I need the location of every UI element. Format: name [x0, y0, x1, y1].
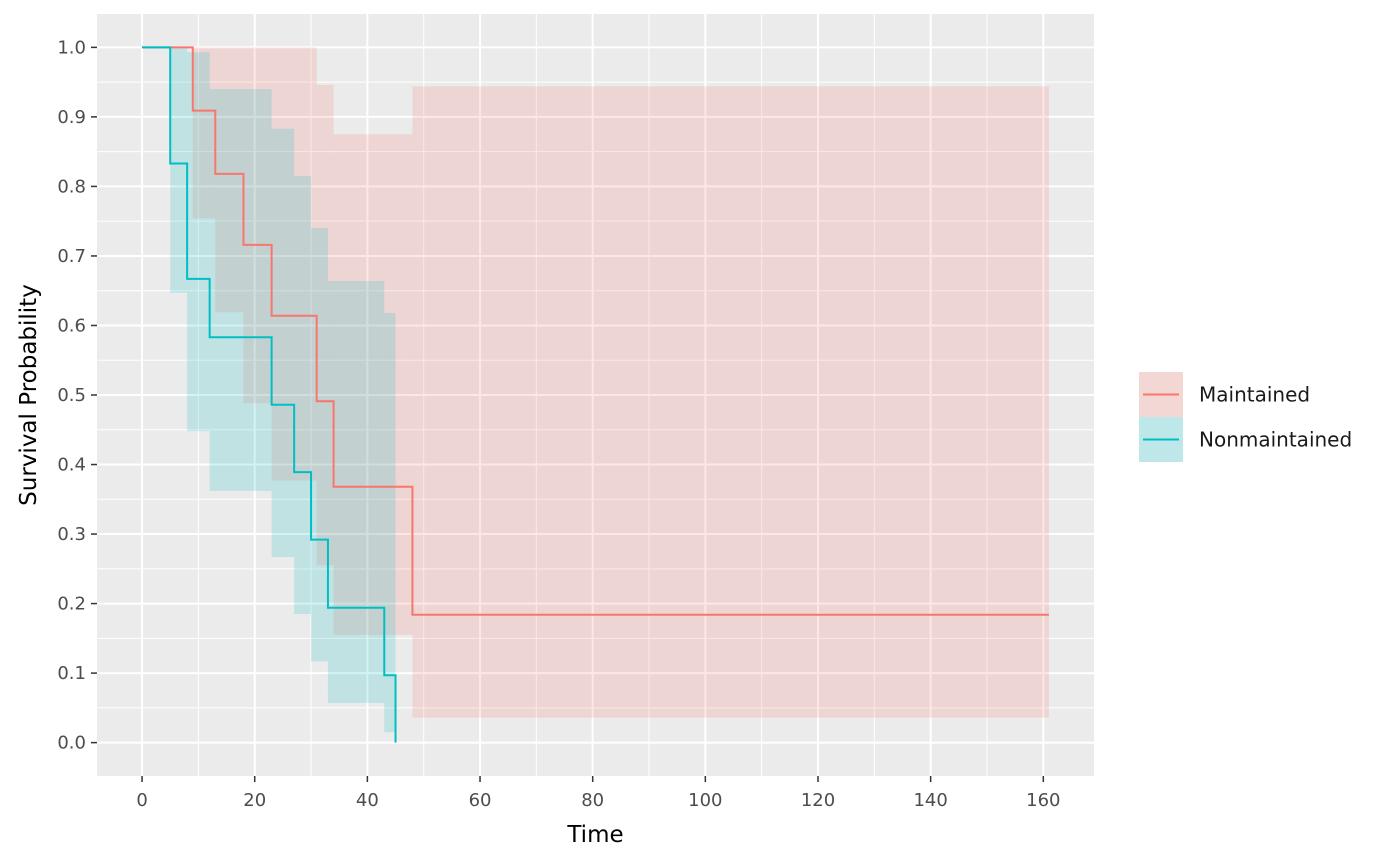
- y-tick-label: 0.2: [57, 594, 86, 615]
- confidence-band-segment-nonmaintained: [384, 312, 396, 733]
- y-tick-label: 0.9: [57, 107, 86, 128]
- confidence-band-segment-nonmaintained: [187, 52, 210, 432]
- major-gridlines: [97, 14, 1094, 776]
- survival-curves: [142, 46, 1049, 743]
- legend-label-nonmaintained: Nonmaintained: [1199, 428, 1352, 452]
- confidence-band-segment-nonmaintained: [170, 47, 188, 293]
- x-tick-label: 160: [1026, 790, 1060, 811]
- x-tick-label: 80: [581, 790, 604, 811]
- confidence-band-segment-nonmaintained: [271, 128, 295, 557]
- survival-curve-nonmaintained: [142, 46, 397, 743]
- y-tick-label: 0.7: [57, 246, 86, 267]
- y-tick-label: 0.5: [57, 385, 86, 406]
- y-tick-label: 0.3: [57, 524, 86, 545]
- x-axis: 0 20 40 60 80 100 120 140 160: [136, 776, 1060, 811]
- legend: Maintained Nonmaintained: [1139, 372, 1352, 462]
- confidence-band-segment-maintained: [412, 86, 1049, 718]
- x-tick-label: 140: [913, 790, 947, 811]
- y-tick-label: 0.0: [57, 733, 86, 754]
- confidence-band-segment-nonmaintained: [311, 228, 328, 662]
- y-tick-label: 0.6: [57, 315, 86, 336]
- minor-gridlines: [97, 14, 1094, 776]
- y-axis: 0.0 0.1 0.2 0.3 0.4 0.5 0.6 0.7 0.8 0.9 1.0: [57, 37, 97, 754]
- y-tick-label: 0.1: [57, 663, 86, 684]
- x-tick-label: 20: [243, 790, 266, 811]
- legend-label-maintained: Maintained: [1199, 383, 1310, 407]
- confidence-band-segment-maintained: [316, 84, 334, 566]
- y-tick-label: 0.8: [57, 176, 86, 197]
- y-tick-label: 1.0: [57, 37, 86, 58]
- y-axis-title: Survival Probability: [16, 284, 42, 506]
- confidence-band-segment-maintained: [192, 47, 216, 219]
- x-axis-title: Time: [566, 822, 623, 848]
- confidence-band-segment-nonmaintained: [209, 89, 272, 491]
- x-tick-label: 120: [801, 790, 835, 811]
- y-tick-label: 0.4: [57, 455, 86, 476]
- confidence-band-segment-maintained: [215, 47, 244, 313]
- x-tick-label: 40: [356, 790, 379, 811]
- survival-curve-maintained: [142, 46, 1049, 616]
- confidence-band-segment-maintained: [243, 47, 272, 404]
- x-tick-label: 100: [688, 790, 722, 811]
- confidence-band-segment-nonmaintained: [327, 280, 385, 703]
- x-tick-label: 60: [469, 790, 492, 811]
- confidence-band-segment-maintained: [333, 134, 413, 635]
- x-tick-label: 0: [136, 790, 147, 811]
- confidence-band-segment-nonmaintained: [294, 175, 312, 615]
